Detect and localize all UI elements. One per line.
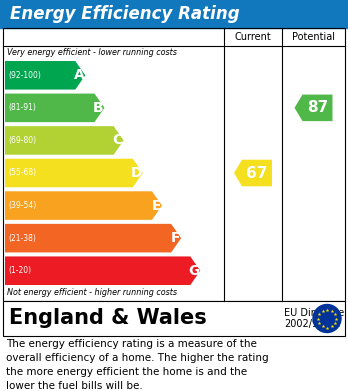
Text: (21-38): (21-38) [8,234,36,243]
Text: (55-68): (55-68) [8,169,36,178]
Bar [3,301,345,336]
Text: C: C [112,133,122,147]
Text: (81-91): (81-91) [8,103,36,112]
Text: Very energy efficient - lower running costs: Very energy efficient - lower running co… [7,48,177,57]
Circle shape [313,305,341,332]
Text: (39-54): (39-54) [8,201,36,210]
Text: E: E [151,199,161,213]
Polygon shape [5,61,85,90]
Polygon shape [5,256,200,285]
Polygon shape [5,126,124,155]
Bar [3,28,345,301]
Text: 87: 87 [307,100,328,115]
Polygon shape [294,95,332,121]
Text: Current: Current [235,32,271,42]
Text: F: F [171,231,180,245]
Text: EU Directive: EU Directive [284,308,344,319]
Text: The energy efficiency rating is a measure of the
overall efficiency of a home. T: The energy efficiency rating is a measur… [6,339,269,391]
Text: B: B [93,101,103,115]
Text: 67: 67 [246,165,268,181]
Text: England & Wales: England & Wales [9,308,207,328]
Bar [0,0,348,28]
Polygon shape [5,224,181,253]
Text: D: D [130,166,142,180]
Text: G: G [188,264,199,278]
Polygon shape [5,93,104,122]
Text: Energy Efficiency Rating: Energy Efficiency Rating [10,5,240,23]
Text: (1-20): (1-20) [8,266,31,275]
Text: 2002/91/EC: 2002/91/EC [284,319,340,328]
Text: (69-80): (69-80) [8,136,36,145]
Text: Not energy efficient - higher running costs: Not energy efficient - higher running co… [7,288,177,297]
Text: A: A [73,68,84,82]
Polygon shape [5,191,162,220]
Polygon shape [5,159,143,187]
Text: (92-100): (92-100) [8,71,41,80]
Text: Potential: Potential [292,32,335,42]
Polygon shape [234,160,272,186]
